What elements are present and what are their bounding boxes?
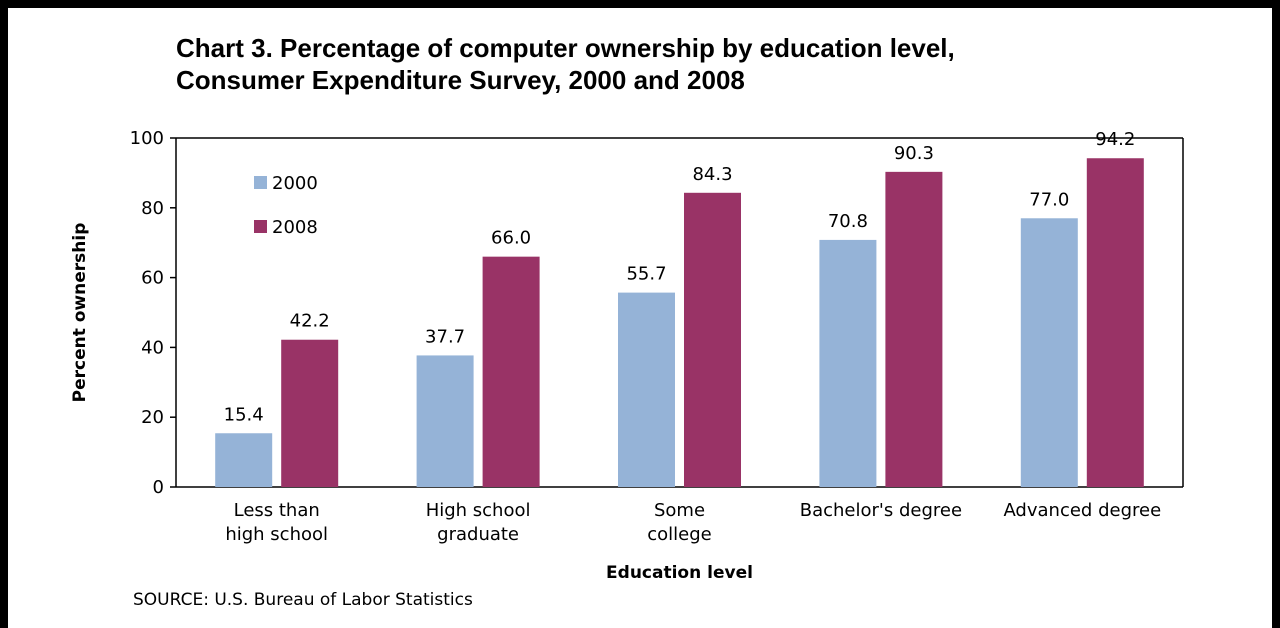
bar-2008 xyxy=(885,171,943,487)
x-tick-label: Advanced degree xyxy=(1003,500,1161,521)
y-tick-label: 40 xyxy=(141,337,164,358)
bar-2000 xyxy=(819,239,877,487)
legend-swatch-2000 xyxy=(254,176,267,189)
x-tick-label: Less than xyxy=(234,500,320,521)
data-label-2000: 55.7 xyxy=(626,264,666,285)
bar-2000 xyxy=(618,292,675,487)
bar-2008 xyxy=(1086,158,1144,487)
data-label-2000: 15.4 xyxy=(224,404,264,425)
bar-2008 xyxy=(684,192,741,487)
data-label-2008: 66.0 xyxy=(491,228,531,249)
y-tick-label: 20 xyxy=(141,407,164,428)
bar-2008 xyxy=(482,256,540,487)
bar-2000 xyxy=(215,433,273,487)
x-tick-label: Some xyxy=(654,500,705,521)
x-tick-label: graduate xyxy=(437,524,519,545)
y-tick-label: 60 xyxy=(141,268,164,289)
x-axis-title: Education level xyxy=(606,563,753,583)
y-tick-label: 100 xyxy=(130,128,164,149)
bar-2000 xyxy=(1020,218,1078,487)
chart-title-line-2: Consumer Expenditure Survey, 2000 and 20… xyxy=(176,65,745,95)
x-tick-label: Bachelor's degree xyxy=(800,500,962,521)
legend-swatch-2008 xyxy=(254,220,267,233)
data-label-2008: 84.3 xyxy=(692,164,732,185)
y-tick-label: 80 xyxy=(141,198,164,219)
bar-2008 xyxy=(281,339,339,487)
legend-label-2000: 2000 xyxy=(272,173,318,194)
chart-title-line-1: Chart 3. Percentage of computer ownershi… xyxy=(176,33,955,63)
bar-2000 xyxy=(416,355,474,487)
data-label-2008: 94.2 xyxy=(1095,129,1135,150)
chart-title: Chart 3. Percentage of computer ownershi… xyxy=(176,32,955,96)
data-label-2008: 42.2 xyxy=(290,311,330,332)
x-tick-label: high school xyxy=(225,524,328,545)
data-label-2000: 37.7 xyxy=(425,326,465,347)
data-label-2000: 77.0 xyxy=(1029,189,1069,210)
x-tick-label: college xyxy=(647,524,712,545)
source-note: SOURCE: U.S. Bureau of Labor Statistics xyxy=(133,590,473,610)
y-tick-label: 0 xyxy=(153,477,164,498)
y-axis-title: Percent ownership xyxy=(70,223,90,403)
data-label-2008: 90.3 xyxy=(894,143,934,164)
legend-label-2008: 2008 xyxy=(272,217,318,238)
x-tick-label: High school xyxy=(426,500,531,521)
data-label-2000: 70.8 xyxy=(828,211,868,232)
